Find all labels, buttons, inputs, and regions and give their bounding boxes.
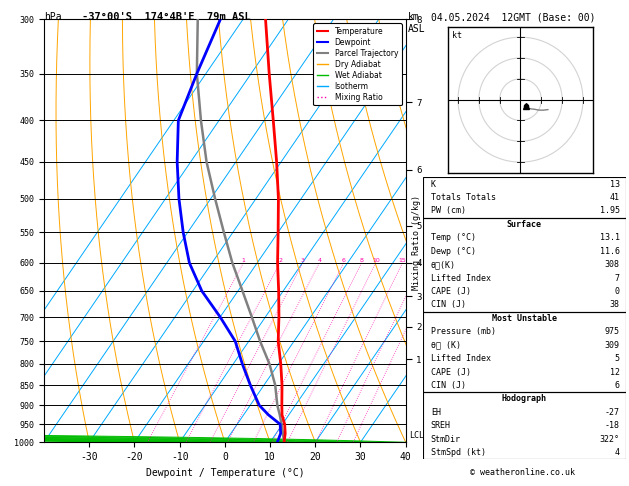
Bar: [423, 177, 626, 218]
Text: 12: 12: [610, 367, 620, 377]
Text: 41: 41: [610, 193, 620, 202]
Text: 11.6: 11.6: [600, 247, 620, 256]
Text: Surface: Surface: [507, 220, 542, 229]
Text: SREH: SREH: [431, 421, 451, 430]
Text: Mixing Ratio (g/kg): Mixing Ratio (g/kg): [412, 195, 421, 291]
X-axis label: Dewpoint / Temperature (°C): Dewpoint / Temperature (°C): [145, 468, 304, 478]
Text: Temp (°C): Temp (°C): [431, 233, 476, 243]
Text: 4: 4: [317, 258, 321, 263]
Text: hPa: hPa: [44, 12, 62, 22]
Text: Pressure (mb): Pressure (mb): [431, 327, 496, 336]
Text: StmSpd (kt): StmSpd (kt): [431, 448, 486, 457]
Bar: [423, 392, 626, 459]
Text: 975: 975: [604, 327, 620, 336]
Text: 10: 10: [372, 258, 380, 263]
Text: Totals Totals: Totals Totals: [431, 193, 496, 202]
Text: 322°: 322°: [600, 434, 620, 444]
Text: 6: 6: [615, 381, 620, 390]
Text: 308: 308: [604, 260, 620, 269]
Bar: [423, 312, 626, 392]
Text: 3: 3: [301, 258, 304, 263]
Text: CIN (J): CIN (J): [431, 300, 466, 310]
Text: 13.1: 13.1: [600, 233, 620, 243]
Text: θᴄ(K): θᴄ(K): [431, 260, 456, 269]
Text: 1: 1: [242, 258, 245, 263]
Text: kt: kt: [452, 31, 462, 40]
Text: CIN (J): CIN (J): [431, 381, 466, 390]
Text: PW (cm): PW (cm): [431, 207, 466, 215]
Text: Most Unstable: Most Unstable: [492, 314, 557, 323]
Text: 6: 6: [342, 258, 345, 263]
Text: K: K: [431, 180, 436, 189]
Text: θᴄ (K): θᴄ (K): [431, 341, 461, 349]
Text: ASL: ASL: [408, 24, 425, 35]
Text: 15: 15: [399, 258, 406, 263]
Text: Dewp (°C): Dewp (°C): [431, 247, 476, 256]
Bar: [423, 218, 626, 312]
Text: 4: 4: [615, 448, 620, 457]
Text: Lifted Index: Lifted Index: [431, 354, 491, 363]
Text: -37°00'S  174°4B'E  79m ASL: -37°00'S 174°4B'E 79m ASL: [82, 12, 250, 22]
Text: km: km: [408, 12, 420, 22]
Text: 2: 2: [278, 258, 282, 263]
Text: -18: -18: [604, 421, 620, 430]
Text: 1.95: 1.95: [600, 207, 620, 215]
Text: 0: 0: [615, 287, 620, 296]
Text: CAPE (J): CAPE (J): [431, 367, 471, 377]
Text: Hodograph: Hodograph: [502, 394, 547, 403]
Text: 04.05.2024  12GMT (Base: 00): 04.05.2024 12GMT (Base: 00): [431, 12, 596, 22]
Text: 38: 38: [610, 300, 620, 310]
Text: 8: 8: [360, 258, 364, 263]
Text: 309: 309: [604, 341, 620, 349]
Text: © weatheronline.co.uk: © weatheronline.co.uk: [470, 468, 574, 477]
Text: -27: -27: [604, 408, 620, 417]
Legend: Temperature, Dewpoint, Parcel Trajectory, Dry Adiabat, Wet Adiabat, Isotherm, Mi: Temperature, Dewpoint, Parcel Trajectory…: [313, 23, 402, 105]
Text: 5: 5: [615, 354, 620, 363]
Text: 7: 7: [615, 274, 620, 282]
Text: StmDir: StmDir: [431, 434, 461, 444]
Text: CAPE (J): CAPE (J): [431, 287, 471, 296]
Text: EH: EH: [431, 408, 441, 417]
Text: 13: 13: [610, 180, 620, 189]
Text: LCL: LCL: [409, 431, 425, 440]
Text: Lifted Index: Lifted Index: [431, 274, 491, 282]
